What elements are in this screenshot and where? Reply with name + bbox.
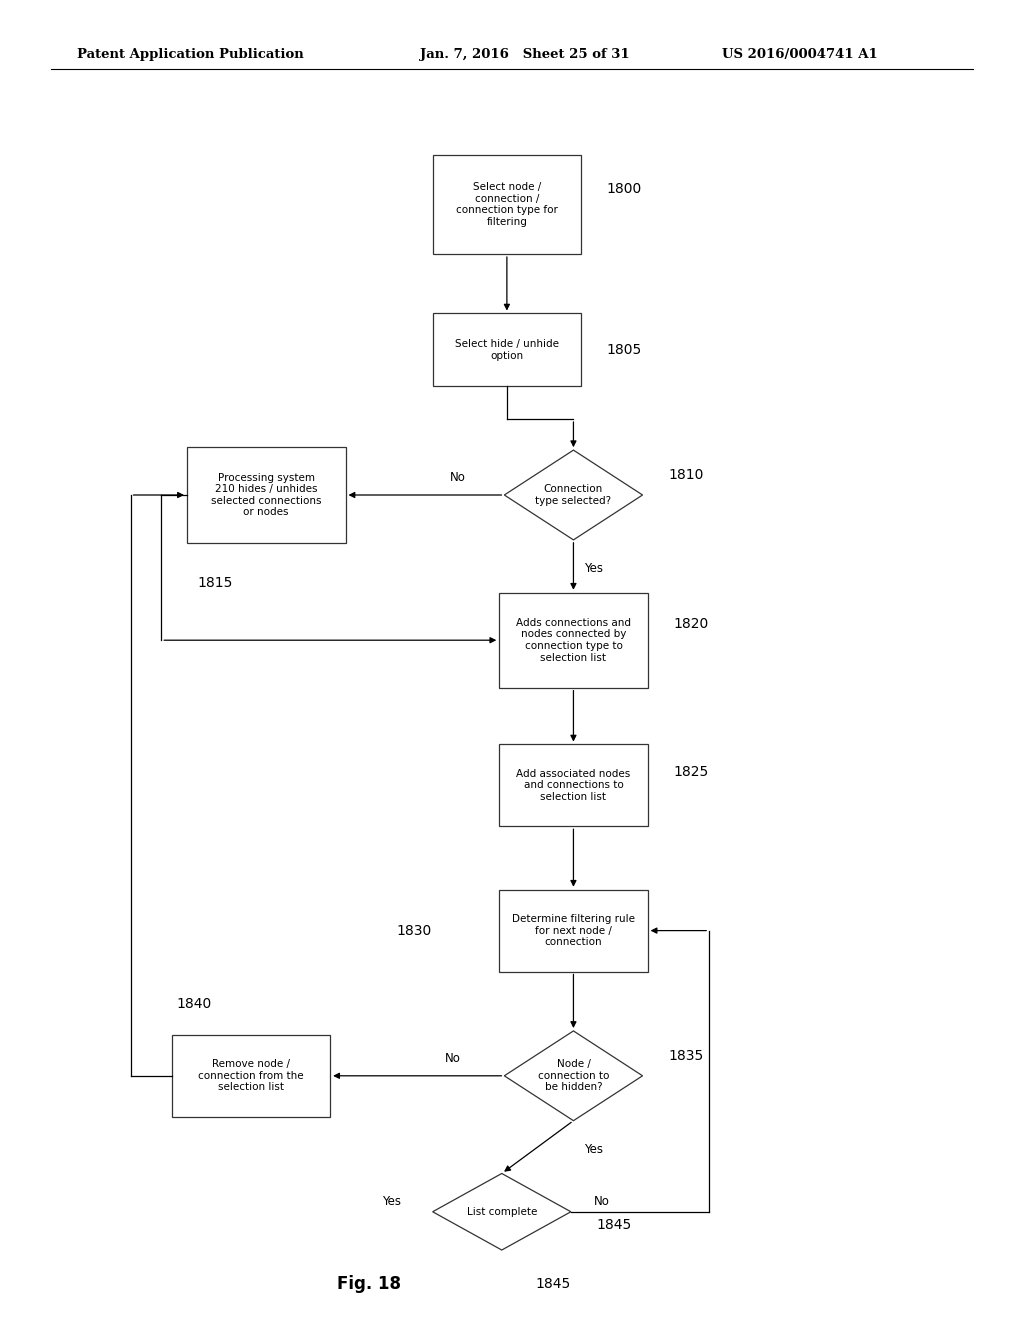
Text: US 2016/0004741 A1: US 2016/0004741 A1 [722, 49, 878, 61]
Text: Processing system
210 hides / unhides
selected connections
or nodes: Processing system 210 hides / unhides se… [211, 473, 322, 517]
FancyBboxPatch shape [171, 1035, 330, 1117]
Text: Node /
connection to
be hidden?: Node / connection to be hidden? [538, 1059, 609, 1093]
FancyBboxPatch shape [500, 593, 648, 688]
Text: No: No [594, 1195, 609, 1208]
Text: List complete: List complete [467, 1206, 537, 1217]
Text: 1800: 1800 [606, 182, 642, 195]
Text: 1840: 1840 [176, 997, 212, 1011]
Text: Add associated nodes
and connections to
selection list: Add associated nodes and connections to … [516, 768, 631, 803]
Polygon shape [432, 1173, 571, 1250]
FancyBboxPatch shape [432, 156, 582, 253]
Text: Select node /
connection /
connection type for
filtering: Select node / connection / connection ty… [456, 182, 558, 227]
Text: Patent Application Publication: Patent Application Publication [77, 49, 303, 61]
Text: No: No [445, 1052, 461, 1065]
Text: 1820: 1820 [674, 618, 709, 631]
Text: Yes: Yes [585, 562, 603, 576]
Text: 1815: 1815 [197, 576, 232, 590]
Polygon shape [505, 450, 643, 540]
Text: 1830: 1830 [397, 924, 432, 937]
Text: Yes: Yes [382, 1195, 401, 1208]
Polygon shape [505, 1031, 643, 1121]
Text: Select hide / unhide
option: Select hide / unhide option [455, 339, 559, 360]
Text: 1810: 1810 [669, 469, 703, 482]
Text: Determine filtering rule
for next node /
connection: Determine filtering rule for next node /… [512, 913, 635, 948]
Text: 1835: 1835 [669, 1049, 703, 1063]
Text: No: No [451, 471, 466, 484]
Text: Connection
type selected?: Connection type selected? [536, 484, 611, 506]
Bar [72, 86, 952, 1247]
FancyBboxPatch shape [500, 890, 648, 972]
FancyBboxPatch shape [500, 744, 648, 826]
FancyBboxPatch shape [186, 447, 346, 543]
Text: Fig. 18: Fig. 18 [337, 1275, 400, 1294]
Text: Yes: Yes [585, 1143, 603, 1156]
Text: 1805: 1805 [606, 343, 642, 356]
Text: Jan. 7, 2016   Sheet 25 of 31: Jan. 7, 2016 Sheet 25 of 31 [420, 49, 630, 61]
Text: 1845: 1845 [596, 1218, 632, 1232]
FancyBboxPatch shape [432, 313, 582, 385]
Text: 1825: 1825 [674, 766, 709, 779]
Text: Adds connections and
nodes connected by
connection type to
selection list: Adds connections and nodes connected by … [516, 618, 631, 663]
Text: Remove node /
connection from the
selection list: Remove node / connection from the select… [198, 1059, 304, 1093]
Text: 1845: 1845 [536, 1278, 570, 1291]
